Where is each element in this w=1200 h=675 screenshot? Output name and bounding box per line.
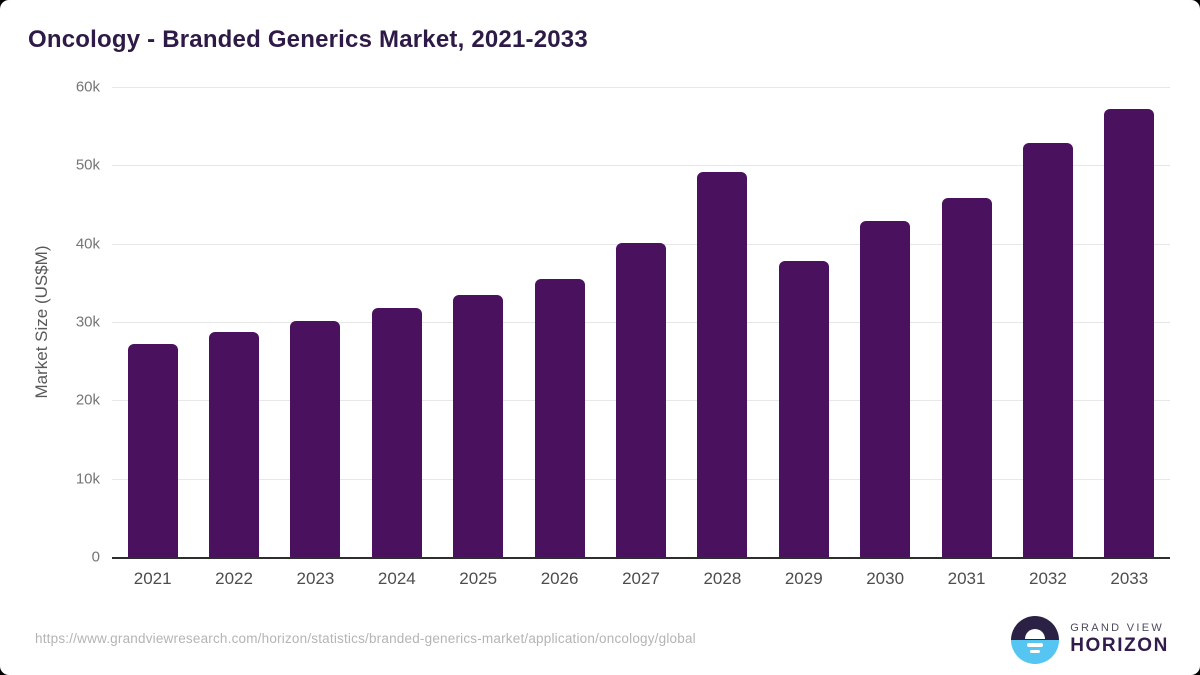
- gridline-50k: [112, 165, 1170, 167]
- x-tick-label-2027: 2027: [622, 569, 660, 588]
- bar-column-2027: [600, 87, 681, 557]
- horizon-sun-logo-icon: [1011, 616, 1060, 664]
- x-tick-label-2031: 2031: [947, 569, 986, 588]
- x-tick-label-2032: 2032: [1028, 569, 1067, 588]
- bar-column-2028: [682, 87, 763, 557]
- y-tick-label-40k: 40k: [75, 235, 100, 253]
- x-tick-label-2023: 2023: [296, 569, 335, 588]
- bar-column-2023: [275, 87, 356, 557]
- source-url: https://www.grandviewresearch.com/horizo…: [35, 631, 696, 646]
- x-tick-label-2030: 2030: [866, 569, 905, 588]
- y-tick-label-0: 0: [91, 548, 100, 566]
- y-tick-label-10k: 10k: [75, 470, 100, 488]
- bar-column-2021: [112, 87, 193, 557]
- x-axis-line: [112, 557, 1170, 559]
- bar-2032: [1022, 142, 1073, 557]
- y-tick-label-20k: 20k: [75, 391, 100, 409]
- bar-column-2032: [1007, 87, 1088, 557]
- bar-2023: [290, 320, 341, 557]
- x-axis-tick-labels: 2021 2022 2023 2024 2025 2026 2027 2028 2029 2030…: [112, 569, 1170, 593]
- bar-column-2025: [438, 87, 519, 557]
- x-tick-label-2025: 2025: [459, 569, 498, 588]
- x-tick-label-2033: 2033: [1110, 569, 1149, 588]
- y-axis-tick-labels: 0 10k 20k 30k 40k 50k 60k: [0, 79, 100, 566]
- bar-2026: [534, 279, 585, 557]
- x-tick-label-2026: 2026: [540, 569, 579, 588]
- gridline-60k: [112, 87, 1170, 88]
- x-tick-label-2021: 2021: [133, 569, 172, 588]
- bar-column-2033: [1089, 87, 1170, 557]
- y-tick-label-30k: 30k: [75, 313, 100, 331]
- bar-column-2022: [193, 87, 274, 557]
- sun-reflection-line: [1027, 643, 1044, 647]
- sun-icon: [1025, 629, 1046, 639]
- logo-brand-name: GRAND VIEW: [1070, 622, 1165, 634]
- bar-column-2031: [926, 87, 1007, 557]
- chart-title: Oncology - Branded Generics Market, 2021…: [28, 26, 588, 53]
- bar-chart-plot-area: [112, 87, 1170, 559]
- logo-product-name: HORIZON: [1070, 635, 1169, 657]
- bar-2028: [697, 171, 748, 557]
- bar-2030: [860, 221, 911, 557]
- bar-2031: [941, 197, 992, 557]
- x-tick-label-2028: 2028: [703, 569, 742, 588]
- sun-reflection-line: [1030, 649, 1041, 653]
- bar-column-2026: [519, 87, 600, 557]
- logo-text: GRAND VIEW HORIZON: [1070, 622, 1169, 658]
- bar-column-2029: [763, 87, 844, 557]
- bar-2021: [127, 343, 178, 557]
- x-tick-label-2029: 2029: [784, 569, 823, 588]
- y-tick-label-60k: 60k: [75, 78, 100, 96]
- x-tick-label-2022: 2022: [215, 569, 253, 588]
- y-tick-label-50k: 50k: [75, 156, 100, 174]
- bar-2024: [371, 307, 422, 557]
- x-tick-label-2024: 2024: [377, 569, 416, 588]
- bar-2029: [778, 260, 829, 557]
- bar-2027: [615, 242, 666, 557]
- bar-2022: [209, 332, 260, 557]
- bar-2033: [1104, 108, 1155, 557]
- bar-column-2030: [844, 87, 925, 557]
- grand-view-horizon-logo: GRAND VIEW HORIZON: [1011, 616, 1169, 664]
- bar-column-2024: [356, 87, 437, 557]
- bar-2025: [453, 294, 504, 557]
